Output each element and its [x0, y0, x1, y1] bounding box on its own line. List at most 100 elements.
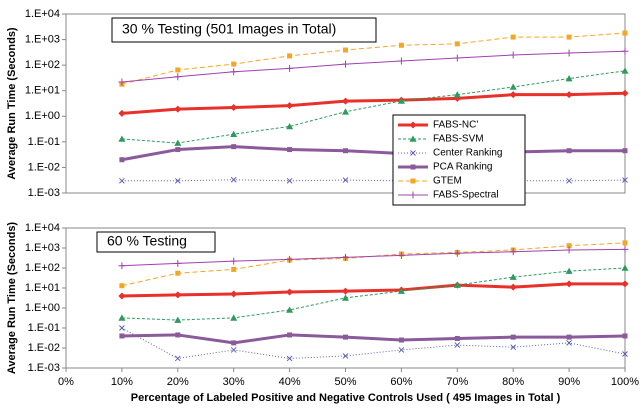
y-tick-label: 1.E-02 [28, 342, 60, 354]
data-point [287, 53, 293, 59]
data-point [398, 42, 404, 48]
data-point [174, 259, 182, 267]
data-point [621, 245, 629, 253]
data-point [454, 342, 461, 348]
title-box [111, 17, 377, 43]
y-tick-label: 1.E+04 [25, 222, 60, 234]
series-line [121, 267, 626, 321]
data-point [174, 177, 181, 184]
chart-title: 60 % Testing [107, 233, 187, 249]
y-tick-label: 1.E+00 [25, 302, 60, 314]
data-point [397, 97, 405, 104]
x-axis-label: Percentage of Labeled Positive and Negat… [131, 392, 561, 404]
data-point [621, 47, 629, 55]
data-point [453, 281, 461, 288]
legend-label: GTEM [433, 176, 462, 187]
data-point [230, 290, 238, 298]
legend-marker [410, 164, 416, 170]
data-point [174, 291, 182, 299]
legend-label: FABS-SVM [433, 134, 484, 145]
data-point [621, 67, 629, 74]
y-tick-label: 1.E-02 [28, 161, 60, 173]
y-tick-label: 1.E-03 [28, 187, 60, 199]
x-tick-label: 80% [502, 376, 524, 388]
data-point [622, 30, 628, 36]
data-point [119, 177, 125, 184]
data-point [509, 83, 517, 90]
data-point [174, 139, 182, 146]
data-point [510, 34, 516, 40]
data-point [621, 89, 629, 97]
data-point [622, 333, 628, 339]
data-point [565, 246, 573, 254]
data-point [286, 288, 294, 296]
data-point [118, 314, 126, 321]
data-point [230, 176, 237, 183]
data-point [174, 105, 182, 113]
x-tick-label: 70% [446, 376, 468, 388]
data-point [230, 257, 238, 265]
data-point [622, 177, 628, 183]
data-point [342, 294, 349, 301]
data-point [566, 34, 572, 40]
y-tick-label: 1.E+03 [25, 33, 60, 45]
data-point [566, 340, 572, 346]
data-point [175, 147, 181, 153]
x-tick-label: 100% [611, 376, 639, 388]
y-axis-label: Average Run Time (Seconds) [6, 27, 18, 180]
data-point [398, 337, 404, 343]
y-tick-label: 1.E+01 [25, 282, 60, 294]
title-box [96, 231, 216, 253]
series-line [121, 327, 626, 359]
data-point [509, 273, 517, 280]
data-point [286, 177, 293, 184]
data-point [453, 54, 461, 62]
x-tick-label: 50% [334, 376, 356, 388]
x-tick-label: 60% [390, 376, 412, 388]
data-point [119, 283, 125, 289]
data-point [398, 347, 405, 353]
data-point [342, 287, 349, 295]
chart-title: 30 % Testing (501 Images in Total) [122, 21, 336, 37]
legend-label: Center Ranking [433, 148, 502, 159]
series-line [121, 282, 625, 298]
series-line [121, 333, 626, 345]
data-point [343, 334, 348, 340]
series-line [121, 179, 626, 182]
y-tick-label: 1.E-03 [28, 362, 60, 374]
data-point [119, 333, 125, 339]
data-point [566, 243, 572, 249]
x-tick-label: 10% [111, 376, 133, 388]
y-tick-label: 1.E+02 [25, 262, 60, 274]
y-tick-label: 1.E-01 [28, 322, 60, 334]
legend-marker [410, 150, 416, 156]
plot-frame [65, 13, 626, 194]
data-point [509, 51, 517, 59]
data-point [118, 262, 126, 270]
data-point [174, 73, 182, 81]
data-point [510, 334, 516, 340]
data-point [565, 280, 573, 288]
data-point [621, 280, 629, 288]
data-point [230, 347, 237, 353]
data-point [342, 108, 349, 115]
data-point [286, 64, 294, 72]
data-point [342, 353, 349, 359]
data-point [231, 61, 237, 67]
data-point [286, 255, 294, 263]
data-point [118, 78, 126, 86]
series-line [121, 70, 626, 144]
legend-box [392, 114, 526, 206]
data-point [287, 332, 293, 338]
legend-marker [410, 178, 416, 184]
data-point [622, 148, 628, 154]
data-point [119, 157, 125, 163]
series-line [121, 50, 626, 83]
data-point [621, 264, 629, 271]
data-point [342, 253, 349, 261]
legend-label: PCA Ranking [433, 162, 492, 173]
data-point [175, 67, 181, 73]
data-point [342, 97, 349, 105]
data-point [565, 75, 573, 82]
